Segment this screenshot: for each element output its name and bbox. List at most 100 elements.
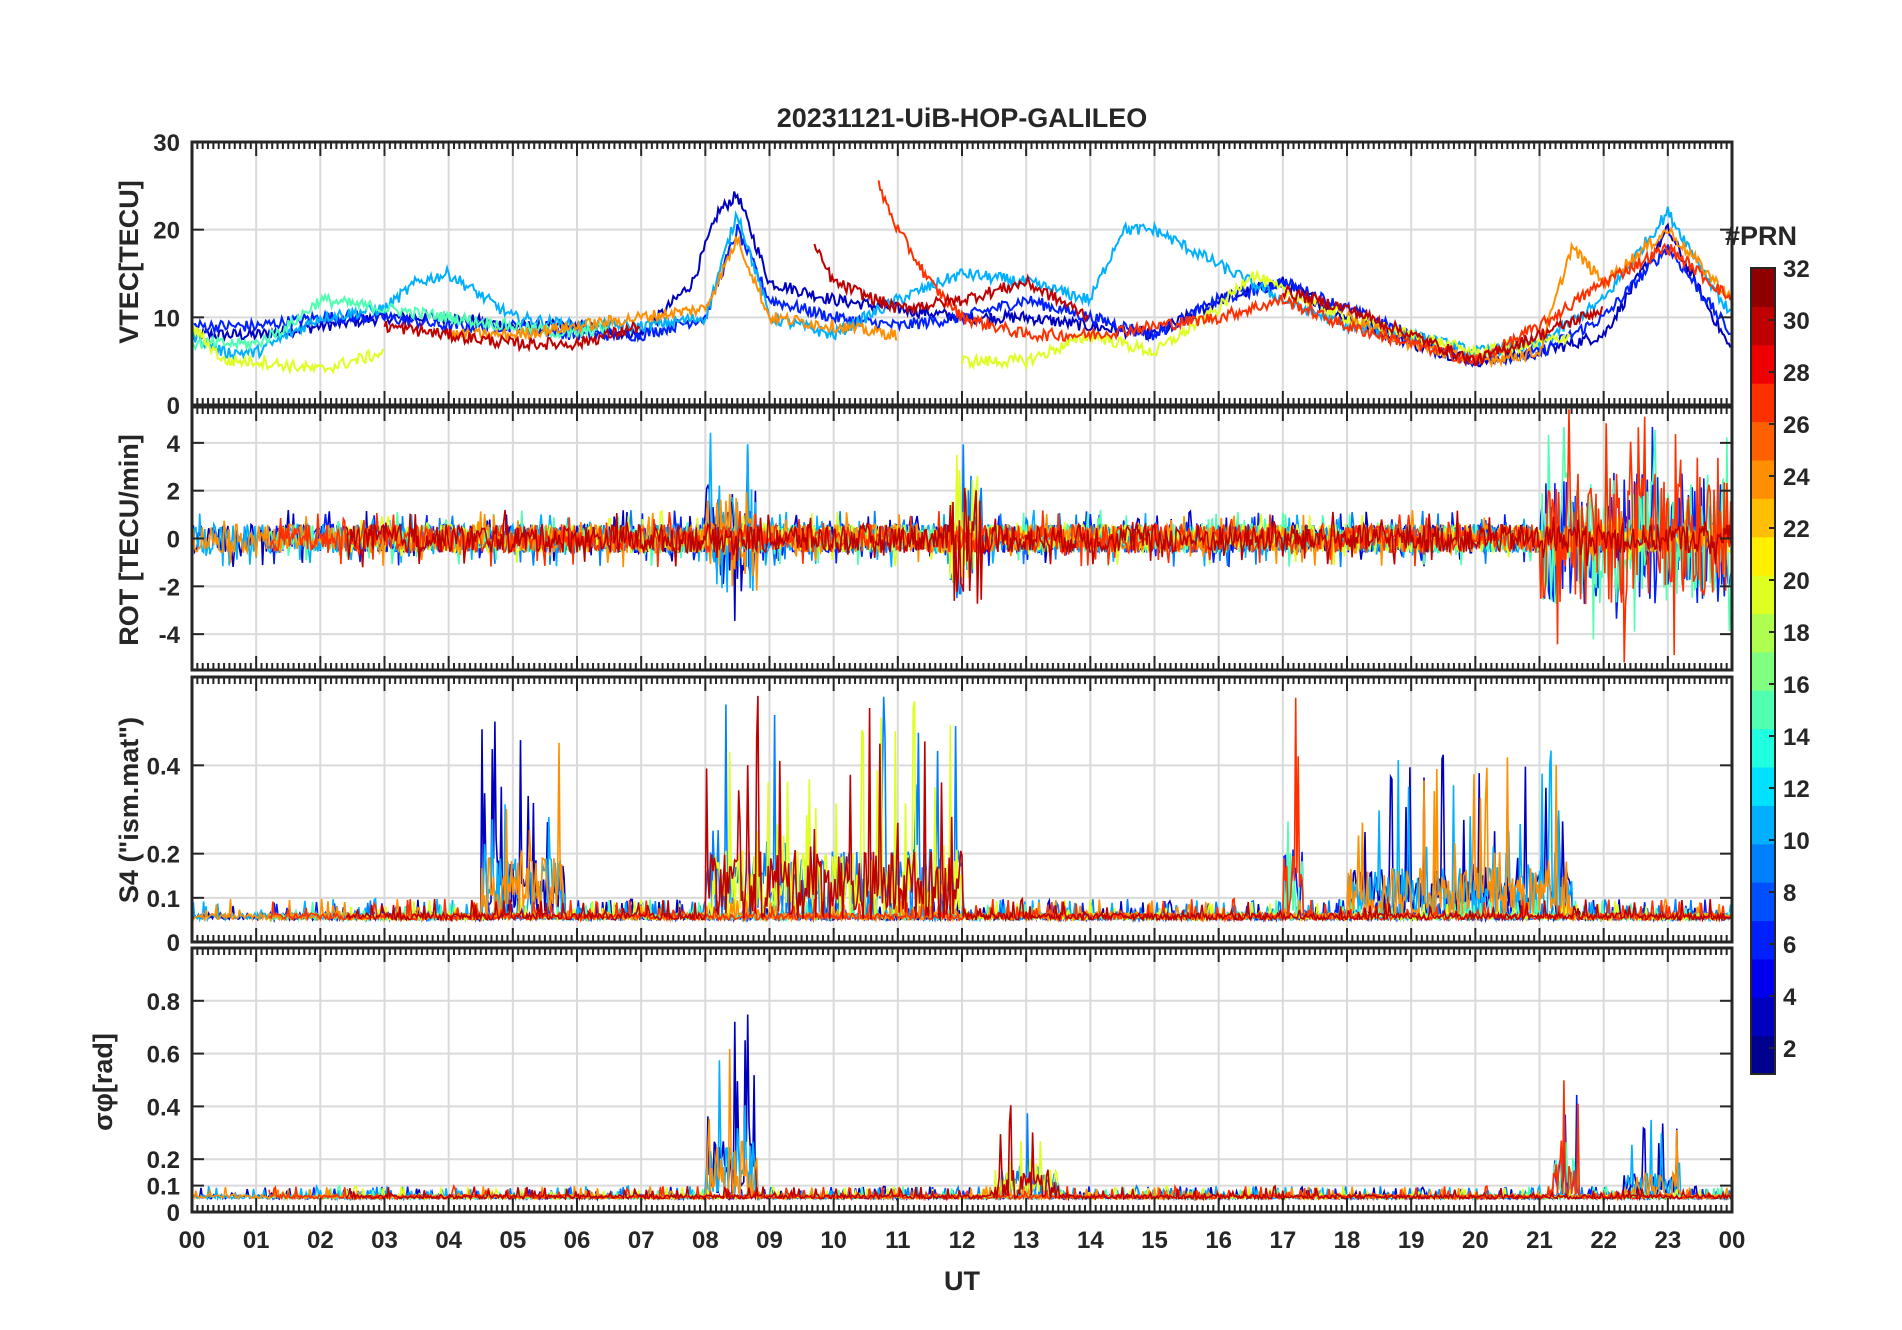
y-axis-label: S4 ("ism.mat") <box>114 717 144 903</box>
y-tick-label: 0.4 <box>147 753 181 780</box>
x-tick-label: 12 <box>949 1227 976 1254</box>
vtec-line-prn-24 <box>1346 226 1732 369</box>
colorbar-tick-label: 6 <box>1783 932 1796 959</box>
colorbar-segment <box>1751 459 1775 499</box>
panel-s4: 0 0.1 0.2 0.4S4 ("ism.mat") <box>114 675 1734 957</box>
trace-prn-24 <box>192 491 1732 591</box>
y-tick-label: 0.1 <box>147 886 180 913</box>
trace-prn-30 <box>345 1105 1732 1202</box>
colorbar-segment <box>1751 690 1775 730</box>
colorbar-segment <box>1751 843 1775 883</box>
x-tick-label: 13 <box>1013 1227 1040 1254</box>
colorbar-tick-label: 32 <box>1783 256 1810 283</box>
x-tick-label: 15 <box>1141 1227 1168 1254</box>
x-tick-label: 08 <box>692 1227 719 1254</box>
x-tick-label: 14 <box>1077 1227 1104 1254</box>
x-tick-label: 23 <box>1654 1227 1681 1254</box>
colorbar-tick-label: 30 <box>1783 308 1810 335</box>
series-group <box>192 695 1732 924</box>
y-tick-label: -4 <box>159 622 181 649</box>
x-tick-label: 05 <box>499 1227 526 1254</box>
x-tick-label: 03 <box>371 1227 398 1254</box>
vtec-line-prn-27 <box>877 180 1732 366</box>
x-tick-label: 06 <box>564 1227 591 1254</box>
trace-prn-30 <box>345 695 1732 923</box>
y-tick-label: 0 <box>167 527 180 554</box>
colorbar-segment <box>1751 882 1775 922</box>
series-group <box>192 409 1732 663</box>
vtec-line-prn-24 <box>448 234 898 343</box>
vtec-line-prn-15 <box>192 292 609 352</box>
colorbar-segment <box>1751 766 1775 806</box>
colorbar-tick-label: 8 <box>1783 880 1796 907</box>
colorbar-tick-label: 22 <box>1783 516 1810 543</box>
vtec-line-prn-30 <box>383 320 641 353</box>
y-tick-label: 30 <box>153 130 180 157</box>
x-tick-label: 02 <box>307 1227 334 1254</box>
figure-title: 20231121-UiB-HOP-GALILEO <box>777 103 1148 133</box>
vtec-line-prn-20 <box>192 321 384 376</box>
x-tick-label: 10 <box>820 1227 847 1254</box>
y-tick-label: 20 <box>153 218 180 245</box>
vtec-line-prn-30 <box>1281 284 1604 368</box>
y-tick-label: 0.2 <box>147 1147 180 1174</box>
colorbar-tick-label: 28 <box>1783 360 1810 387</box>
colorbar-segment <box>1751 728 1775 768</box>
y-tick-label: 0 <box>167 1200 180 1227</box>
x-tick-label: 07 <box>628 1227 655 1254</box>
x-tick-labels: 00 01 02 03 04 05 06 07 08 09 10 11 12 13 14 15 16 17 18 19… <box>179 1227 1746 1254</box>
x-tick-label: 22 <box>1590 1227 1617 1254</box>
y-axis-label: ROT [TECU/min] <box>114 434 144 645</box>
series-group <box>192 180 1732 376</box>
y-tick-label: -2 <box>159 574 180 601</box>
colorbar-segment <box>1751 306 1775 346</box>
y-axis-label: σφ[rad] <box>88 1033 118 1131</box>
y-tick-label: 4 <box>167 431 181 458</box>
y-tick-label: 0.8 <box>147 989 180 1016</box>
colorbar-frame <box>1750 267 1776 1075</box>
colorbar-segment <box>1751 344 1775 384</box>
colorbar-tick-label: 18 <box>1783 620 1810 647</box>
colorbar-segment <box>1751 997 1775 1037</box>
x-tick-label: 00 <box>1719 1227 1746 1254</box>
colorbar-segment <box>1751 536 1775 576</box>
x-tick-label: 04 <box>435 1227 462 1254</box>
colorbar-title: #PRN <box>1725 221 1797 251</box>
colorbar-segment <box>1751 1035 1775 1075</box>
colorbar-tick-label: 26 <box>1783 412 1810 439</box>
panel-sigma_phi: 00.10.2 0.4 0.6 0.8 σφ[rad] <box>88 946 1734 1227</box>
colorbar-segment <box>1751 383 1775 423</box>
y-tick-label: 2 <box>167 479 180 506</box>
y-tick-label: 10 <box>153 305 180 332</box>
y-tick-label: 0.1 <box>147 1174 180 1201</box>
vtec-line-prn-30 <box>813 243 1090 323</box>
x-tick-label: 17 <box>1269 1227 1296 1254</box>
colorbar-tick-label: 2 <box>1783 1036 1796 1063</box>
colorbar-tick-label: 4 <box>1783 984 1797 1011</box>
y-tick-label: 0.2 <box>147 842 180 869</box>
x-tick-label: 16 <box>1205 1227 1232 1254</box>
x-tick-label: 19 <box>1398 1227 1425 1254</box>
colorbar-segment <box>1751 958 1775 998</box>
colorbar-segment <box>1751 268 1775 307</box>
y-tick-label: 0 <box>167 393 180 420</box>
x-tick-label: 01 <box>243 1227 270 1254</box>
x-axis-label: UT <box>944 1266 980 1296</box>
colorbar-segment <box>1751 421 1775 461</box>
colorbar-tick-label: 14 <box>1783 724 1810 751</box>
panel-vtec: 0 10 20 30 VTEC[TECU] <box>114 130 1734 420</box>
colorbar-tick-label: 16 <box>1783 672 1810 699</box>
x-tick-label: 20 <box>1462 1227 1489 1254</box>
y-tick-label: 0.6 <box>147 1042 180 1069</box>
colorbar-tick-label: 12 <box>1783 776 1810 803</box>
y-axis-label: VTEC[TECU] <box>114 180 144 344</box>
colorbar-segment <box>1751 805 1775 845</box>
y-tick-label: 0.4 <box>147 1094 181 1121</box>
colorbar-tick-label: 20 <box>1783 568 1810 595</box>
colorbar-tick-label: 24 <box>1783 464 1810 491</box>
colorbar-segment <box>1751 575 1775 615</box>
colorbar-segment <box>1751 920 1775 960</box>
colorbar-segment <box>1751 498 1775 538</box>
